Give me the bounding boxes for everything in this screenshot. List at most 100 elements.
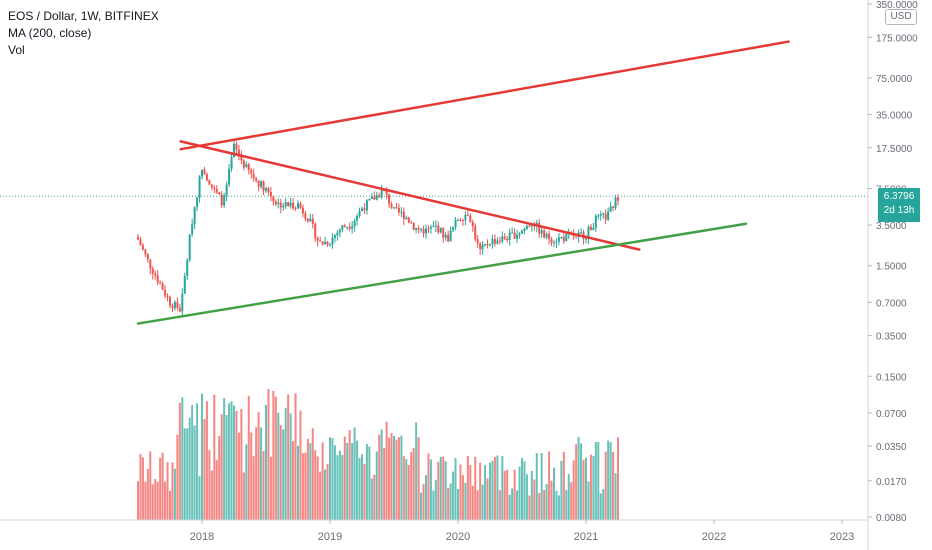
candle-body [516, 234, 519, 239]
candle-body [208, 180, 211, 185]
volume-bar [279, 425, 282, 520]
candle-body [346, 226, 349, 228]
green-trendline [136, 222, 748, 325]
volume-bar [225, 415, 228, 520]
y-tick-label: 17.5000 [876, 144, 913, 155]
candle-body [146, 254, 149, 260]
candle-body [513, 232, 516, 239]
candle-body [321, 241, 324, 245]
volume-bar [156, 481, 159, 520]
volume-bar [137, 481, 139, 520]
candle-body [528, 226, 531, 228]
candle-body [183, 275, 186, 294]
volume-bar [375, 451, 378, 520]
candle-body [351, 226, 354, 229]
chart-legend: EOS / Dollar, 1W, BITFINEX MA (200, clos… [8, 8, 159, 59]
volume-bar [567, 473, 570, 520]
candle-body [397, 207, 400, 213]
candle-body [338, 229, 341, 233]
volume-bar [570, 482, 573, 520]
candle-body [181, 293, 184, 312]
volume-bar [486, 478, 489, 520]
candle-body [607, 211, 610, 220]
volume-bar [378, 434, 381, 520]
candle-body [422, 229, 425, 234]
volume-bar [489, 462, 491, 520]
candle-body [247, 164, 250, 170]
volume-bar [326, 464, 329, 520]
volume-bar [269, 456, 272, 520]
candle-body [201, 169, 203, 177]
candle-body [213, 187, 216, 189]
volume-bar [294, 393, 297, 520]
volume-bar [287, 394, 290, 520]
volume-bar [196, 403, 199, 520]
candle-body [407, 217, 410, 223]
volume-bar [237, 432, 240, 520]
volume-bar [351, 442, 354, 520]
candle-body [545, 233, 548, 238]
candle-body [262, 181, 265, 191]
volume-bar [370, 478, 373, 520]
candle-body [257, 180, 260, 187]
volume-bar [585, 457, 587, 520]
candle-body [555, 241, 558, 243]
candle-body [336, 232, 339, 236]
volume-bar [306, 438, 309, 520]
volume-bar [464, 482, 467, 520]
volume-bar [395, 439, 398, 520]
volume-bar [297, 445, 299, 520]
volume-bar [498, 490, 501, 520]
volume-indicator-label[interactable]: Vol [8, 43, 25, 57]
volume-bar [466, 455, 469, 520]
volume-bar [365, 444, 368, 520]
volume-bar [208, 450, 211, 520]
volume-bar [481, 484, 484, 520]
volume-bar [557, 495, 560, 520]
volume-bar [203, 419, 206, 520]
volume-bar [390, 433, 393, 520]
last-price-value: 6.3796 [883, 191, 915, 202]
volume-bar [146, 468, 149, 520]
candle-body [198, 176, 201, 198]
volume-bar [181, 397, 184, 520]
candle-body [151, 268, 154, 274]
volume-bar [336, 455, 339, 520]
candle-body [469, 215, 472, 222]
candle-body [498, 240, 501, 242]
candle-body [297, 203, 299, 209]
volume-bar [343, 436, 346, 520]
y-tick-label: 3.5000 [876, 221, 907, 232]
candle-body [604, 213, 607, 220]
candle-body [587, 226, 590, 239]
candle-body [518, 233, 521, 235]
volume-bar [218, 436, 221, 520]
candle-body [309, 218, 312, 222]
currency-button[interactable]: USD [885, 9, 917, 25]
volume-bar [479, 462, 482, 520]
volume-bar [516, 490, 519, 520]
volume-bar [545, 483, 548, 520]
volume-bar [506, 469, 509, 520]
candle-body [343, 225, 346, 228]
candle-body [562, 237, 565, 242]
volume-bar [501, 456, 504, 520]
candle-body [252, 173, 255, 179]
volume-bar [183, 428, 186, 520]
candle-body [521, 231, 523, 234]
volume-bar [565, 489, 568, 520]
volume-bar [161, 452, 164, 520]
candle-body [508, 232, 511, 241]
candle-body [223, 195, 226, 206]
candle-body [329, 244, 331, 246]
volume-bar [422, 484, 425, 520]
ma-indicator-label[interactable]: MA (200, close) [8, 26, 92, 40]
volume-bar [265, 404, 267, 520]
symbol-title[interactable]: EOS / Dollar, 1W, BITFINEX [8, 9, 159, 23]
candle-body [191, 224, 194, 235]
y-tick-label: 0.1500 [876, 372, 907, 383]
candle-body [314, 223, 317, 239]
volume-bar [503, 470, 506, 520]
volume-bar [380, 429, 383, 520]
